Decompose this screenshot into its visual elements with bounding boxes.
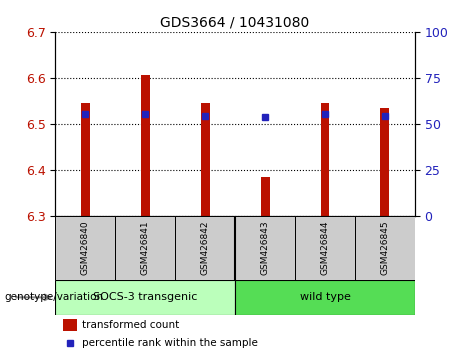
Text: genotype/variation: genotype/variation: [5, 292, 104, 302]
Text: GSM426845: GSM426845: [380, 221, 390, 275]
Bar: [355, 216, 415, 280]
Bar: [141, 75, 150, 216]
Text: GSM426841: GSM426841: [141, 221, 150, 275]
Text: GSM426843: GSM426843: [260, 221, 270, 275]
Text: GSM426842: GSM426842: [201, 221, 210, 275]
Text: transformed count: transformed count: [82, 320, 179, 330]
Bar: [81, 103, 90, 216]
Bar: [235, 216, 295, 280]
Text: wild type: wild type: [300, 292, 350, 302]
Bar: [115, 216, 175, 280]
Bar: [235, 280, 415, 315]
Bar: [320, 103, 330, 216]
Bar: [63, 319, 77, 331]
Text: SOCS-3 transgenic: SOCS-3 transgenic: [93, 292, 197, 302]
Text: GSM426844: GSM426844: [320, 221, 330, 275]
Text: percentile rank within the sample: percentile rank within the sample: [82, 338, 258, 348]
Text: GSM426840: GSM426840: [81, 221, 90, 275]
Bar: [201, 103, 210, 216]
Title: GDS3664 / 10431080: GDS3664 / 10431080: [160, 15, 310, 29]
Bar: [295, 216, 355, 280]
Bar: [175, 216, 235, 280]
Bar: [260, 177, 270, 216]
Bar: [380, 108, 390, 216]
Bar: [55, 280, 235, 315]
Bar: [55, 216, 115, 280]
